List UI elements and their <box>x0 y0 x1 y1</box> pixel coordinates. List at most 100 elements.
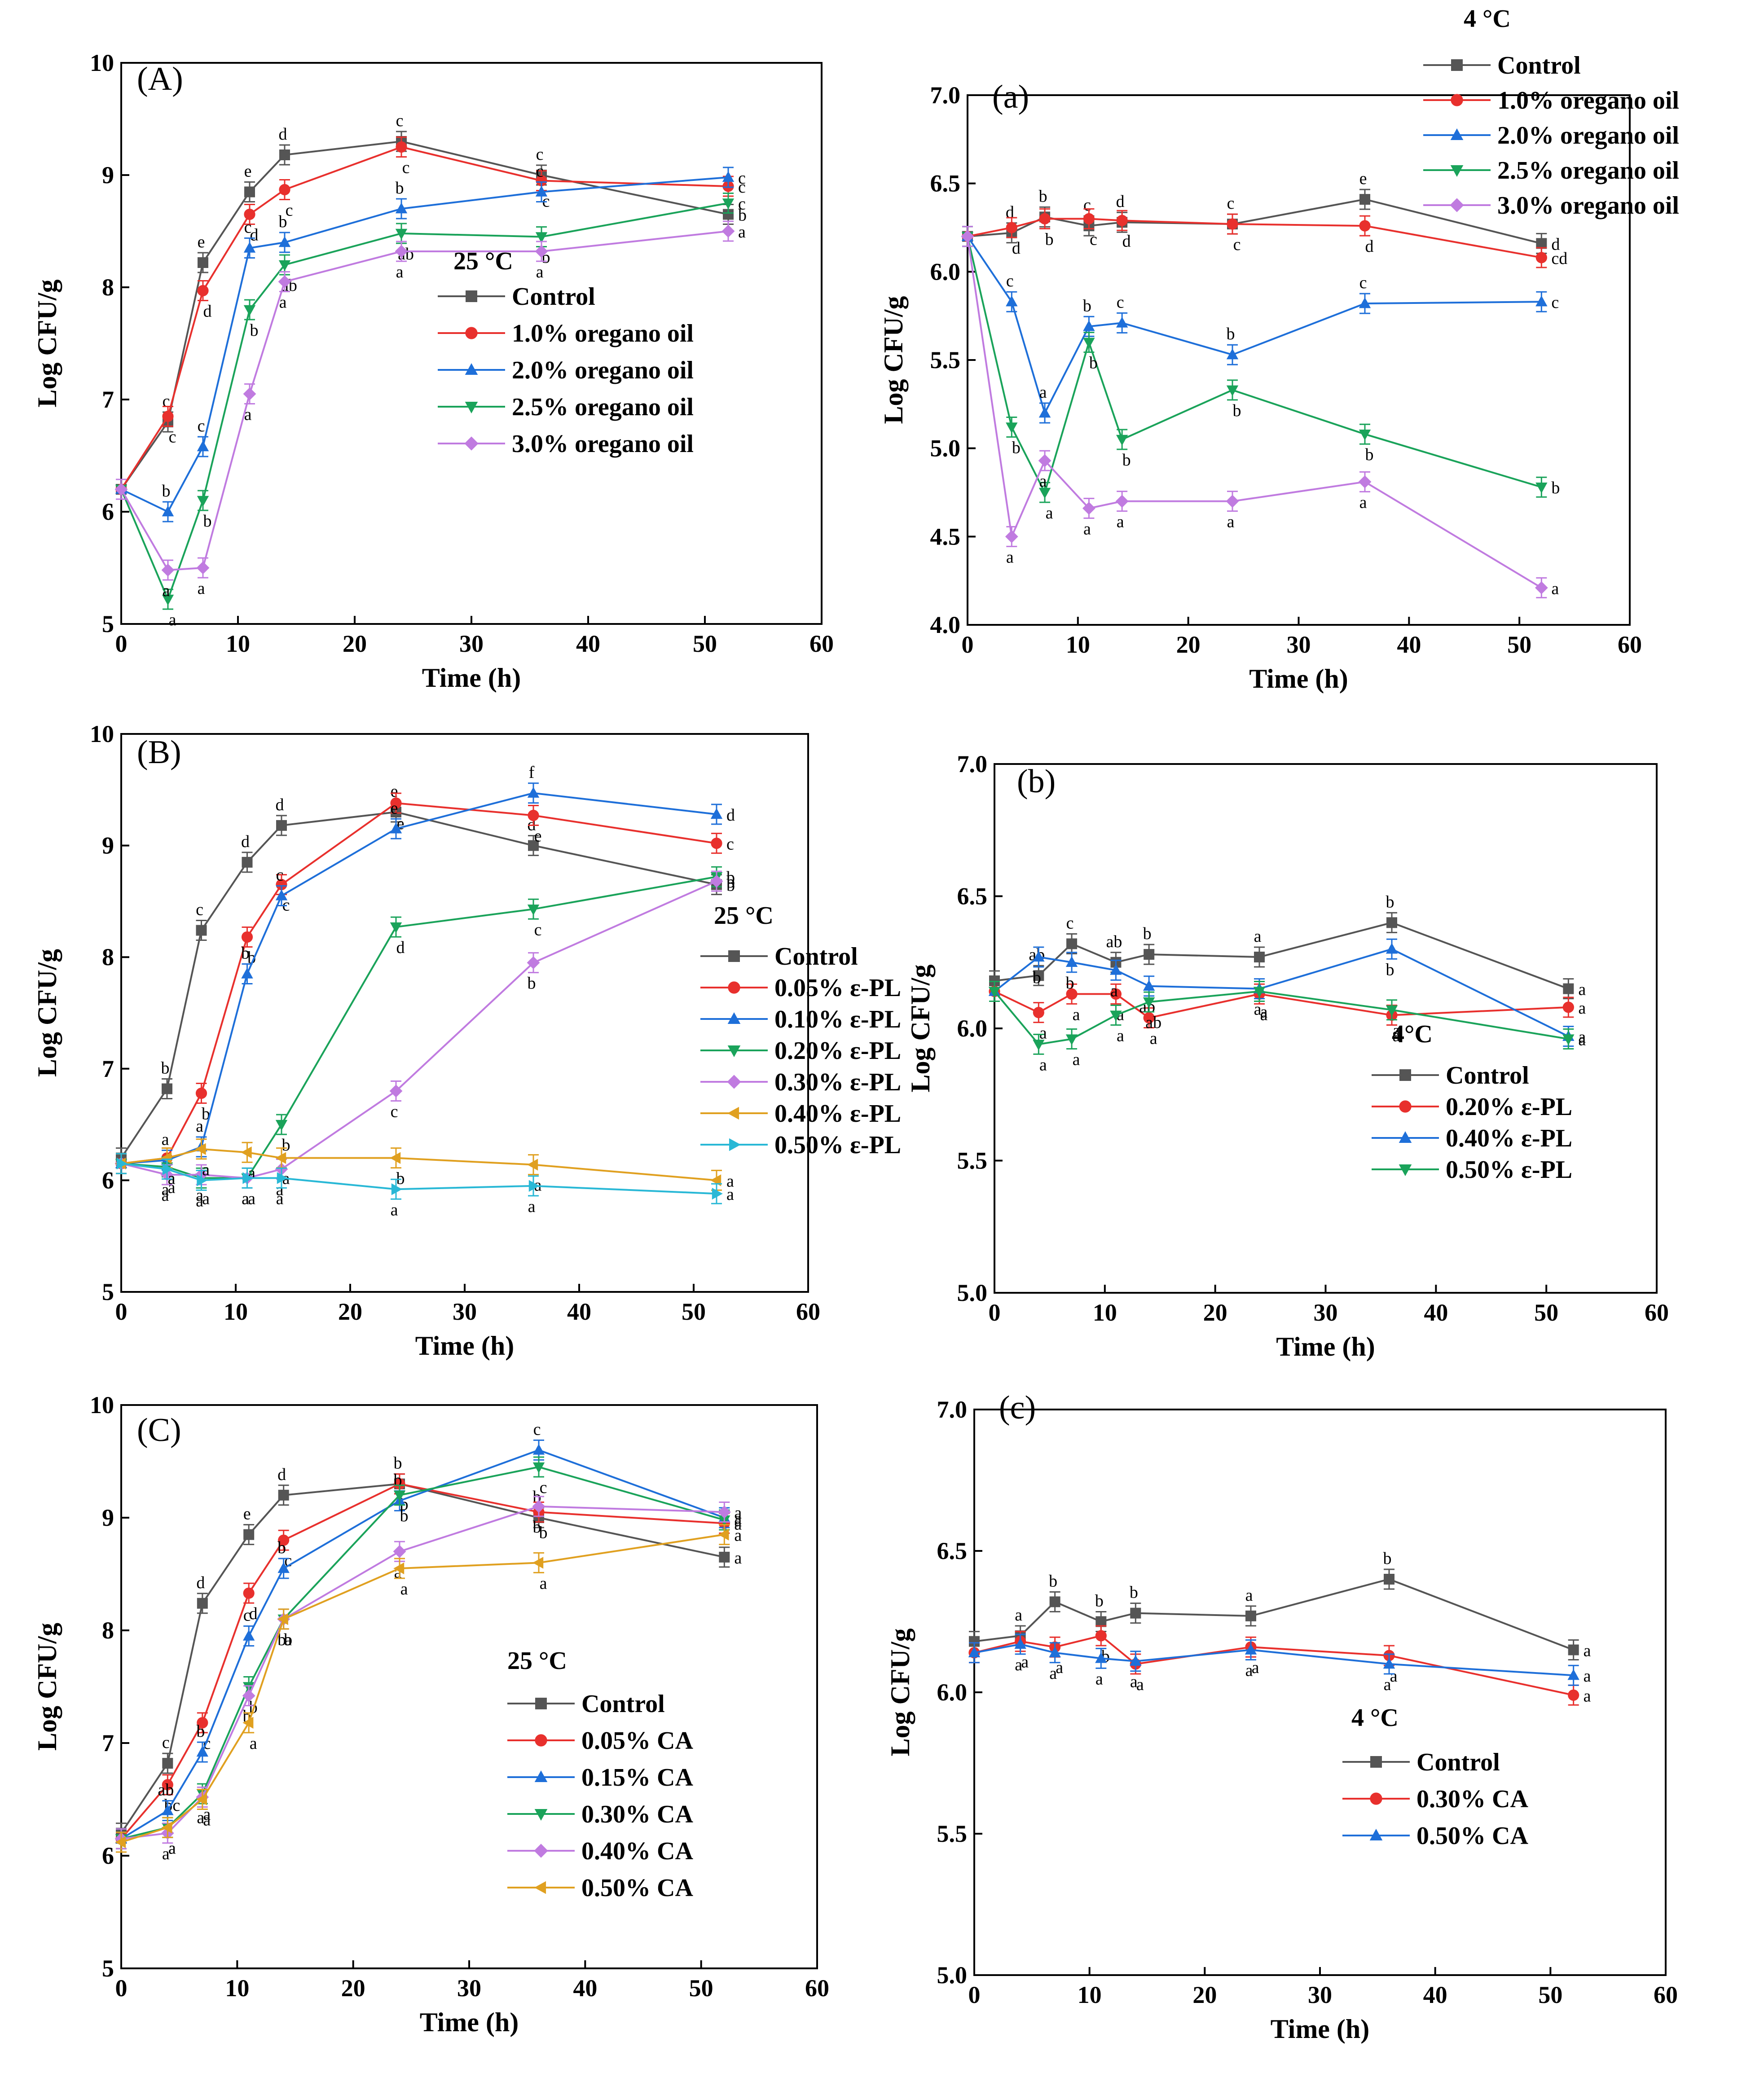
legend-marker <box>1451 59 1463 71</box>
legend-marker <box>1450 128 1464 141</box>
data-point <box>198 257 208 268</box>
legend-marker <box>1399 1164 1412 1176</box>
series-line <box>120 202 729 602</box>
y-tick-label: 9 <box>102 1504 114 1531</box>
legend-entry: 0.50% ε-PL <box>774 1131 901 1159</box>
significance-label: a <box>162 1186 169 1205</box>
legend: 4 °C Control 0.30% CA 0.50% CA <box>1342 1704 1528 1850</box>
data-point <box>1384 1574 1394 1585</box>
x-tick-label: 50 <box>1507 631 1531 658</box>
significance-label: c <box>533 1420 541 1439</box>
data-point <box>721 224 735 238</box>
legend-marker <box>727 1107 739 1120</box>
legend-entry: 0.15% CA <box>581 1764 693 1792</box>
x-tick-label: 0 <box>962 631 974 658</box>
x-tick-label: 10 <box>1066 631 1090 658</box>
data-point <box>277 1613 288 1625</box>
series-2: bcc bbc c <box>115 162 746 523</box>
significance-label: a <box>1393 1021 1400 1040</box>
significance-label: a <box>279 293 287 312</box>
significance-label: a <box>1130 1673 1138 1691</box>
significance-label: a <box>1252 1658 1259 1677</box>
legend-entry: 2.0% oregano oil <box>1497 122 1679 149</box>
panel-label: (C) <box>137 1412 181 1449</box>
significance-label: c <box>198 417 205 435</box>
significance-label: a <box>1117 513 1124 531</box>
significance-label: c <box>169 428 176 447</box>
data-point <box>1116 316 1128 328</box>
data-point <box>1116 435 1128 446</box>
significance-label: a <box>1015 1606 1022 1625</box>
legend-entry: Control <box>512 283 595 311</box>
significance-label: b <box>161 1059 170 1078</box>
series-2: a a a aaa a <box>968 1634 1591 1694</box>
legend-entry: Control <box>581 1690 665 1718</box>
significance-label: d <box>249 1604 258 1623</box>
x-tick-label: 20 <box>1176 631 1201 658</box>
data-point <box>278 1534 290 1546</box>
y-tick-label: 5.5 <box>957 1147 988 1174</box>
data-point <box>395 228 408 240</box>
significance-label: a <box>242 1189 249 1208</box>
data-point <box>1110 988 1122 1000</box>
data-point <box>391 1183 402 1195</box>
y-tick-label: 6.0 <box>957 1015 988 1042</box>
data-point <box>1245 1643 1257 1655</box>
x-tick-label: 60 <box>796 1298 820 1325</box>
series-line <box>121 1163 717 1195</box>
data-point <box>1254 951 1265 962</box>
data-point <box>243 305 256 316</box>
series-line <box>121 802 717 1165</box>
y-tick-label: 10 <box>90 1392 114 1418</box>
significance-label: d <box>279 125 287 144</box>
data-point <box>197 285 209 297</box>
legend: 4°C Control 0.20% ε-PL 0.40% ε-PL 0.50% ε-PL <box>1372 1020 1572 1184</box>
significance-label: c <box>243 1606 251 1625</box>
data-point <box>1359 220 1371 232</box>
x-tick-label: 50 <box>682 1298 706 1325</box>
data-point <box>528 809 539 821</box>
legend-entry: 3.0% oregano oil <box>512 430 694 458</box>
y-axis-title: Log CFU/g <box>879 296 908 424</box>
legend-marker <box>535 1734 547 1747</box>
significance-label: a <box>738 223 746 242</box>
series-line <box>121 880 717 1179</box>
significance-label: b <box>279 212 287 231</box>
data-point <box>242 1717 254 1729</box>
legend-marker <box>727 1045 741 1057</box>
legend-entry: 0.20% ε-PL <box>1446 1093 1572 1121</box>
data-point <box>1562 1001 1574 1013</box>
x-tick-label: 0 <box>968 1981 981 2008</box>
significance-label: a <box>1384 1675 1391 1694</box>
significance-label: b <box>528 974 536 993</box>
data-point <box>162 410 174 422</box>
significance-label: a <box>1150 1029 1157 1048</box>
data-point <box>1143 1012 1155 1024</box>
significance-label: a <box>734 1503 742 1522</box>
significance-label: d <box>241 832 250 851</box>
data-point <box>718 1528 729 1541</box>
legend-title: 4 °C <box>1464 5 1511 33</box>
data-point <box>195 1143 206 1155</box>
data-point <box>1563 983 1574 994</box>
significance-label: d <box>1365 237 1374 256</box>
y-tick-label: 7.0 <box>937 1396 968 1423</box>
legend-marker <box>465 401 478 413</box>
significance-label: c <box>1551 293 1559 312</box>
y-tick-label: 6.0 <box>937 1679 968 1706</box>
significance-label: a <box>1245 1661 1253 1680</box>
data-point <box>532 1500 545 1513</box>
data-point <box>396 141 407 153</box>
x-tick-label: 30 <box>1314 1299 1338 1326</box>
significance-label: b <box>1049 1572 1057 1590</box>
significance-label: b <box>1083 296 1091 315</box>
significance-label: a <box>391 1200 398 1219</box>
x-tick-label: 10 <box>224 1298 248 1325</box>
x-tick-label: 60 <box>1654 1981 1678 2008</box>
chart-panel-b: 0 10 20 30 40 50 60 5.0 5.5 6.0 6.5 7.0 Time (h) Log … <box>906 751 1669 1361</box>
data-point <box>116 1157 128 1170</box>
data-point <box>196 925 207 936</box>
legend-entry: 0.40% CA <box>581 1837 693 1865</box>
